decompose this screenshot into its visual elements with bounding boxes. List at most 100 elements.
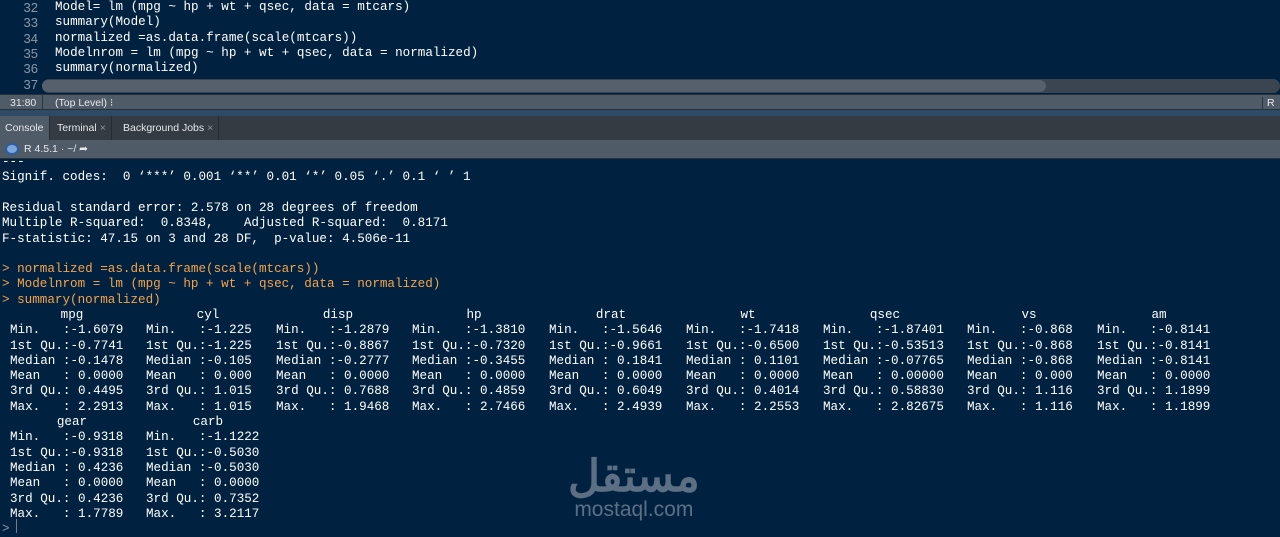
summary-stat: Median :-0.105 (146, 353, 252, 368)
console-output[interactable]: --- Signif. codes: 0 ‘***’ 0.001 ‘**’ 0.0… (0, 155, 1280, 536)
summary-stat: Median :-0.2777 (276, 353, 390, 368)
summary-stat: Max. : 1.015 (146, 399, 252, 414)
code-text: normalized =as.data.frame(scale(mtcars)) (55, 30, 358, 45)
summary-stat: Mean : 0.0000 (10, 476, 124, 491)
line-number: 34 (23, 30, 38, 46)
column-header: am (1151, 308, 1167, 322)
editor-line: 36 summary(normalized) (0, 61, 1280, 76)
working-directory-link[interactable]: · ~/ ➦ (60, 143, 88, 155)
console-toolbar: R 4.5.1 · ~/ ➦ (0, 140, 1280, 159)
summary-stat: Min. :-0.8141 (1097, 323, 1211, 338)
summary-stat: Mean : 0.0000 (1097, 369, 1211, 384)
summary-stat: Min. :-1.3810 (412, 323, 526, 338)
column-header: disp (322, 308, 354, 322)
tab-console[interactable]: Console (0, 116, 50, 140)
summary-stat: Max. : 2.7466 (412, 399, 526, 414)
summary-stat: Median : 0.4236 (10, 460, 124, 475)
summary-stat: Median :-0.3455 (412, 353, 526, 368)
source-editor[interactable]: 32 Model= lm (mpg ~ hp + wt + qsec, data … (0, 0, 1280, 94)
summary-column-vs: vs Min. :-0.868 1st Qu.:-0.868 Median :-0.8… (967, 308, 1099, 415)
code-text: Modelnrom = lm (mpg ~ hp + wt + qsec, da… (55, 45, 479, 60)
summary-stat: Median :-0.5030 (146, 460, 260, 475)
editor-line: 33 summary(Model) (0, 15, 1280, 30)
line-number: 37 (23, 76, 38, 92)
command-line: > Modelnrom = lm (mpg ~ hp + wt + qsec, … (2, 277, 441, 292)
summary-stat: Median : 0.1101 (686, 353, 800, 368)
summary-stat: 1st Qu.:-0.7320 (412, 338, 526, 353)
summary-stat: 3rd Qu.: 1.1899 (1097, 384, 1211, 399)
code-text: summary(Model) (55, 15, 161, 30)
code-text: summary(normalized) (55, 61, 199, 76)
summary-stat: Min. :-1.6079 (10, 323, 124, 338)
summary-stat: Max. : 2.2553 (686, 399, 800, 414)
tab-background-jobs[interactable]: Background Jobs × (118, 116, 220, 140)
horizontal-scrollbar[interactable] (42, 79, 1280, 93)
column-header: vs (1021, 308, 1037, 322)
summary-stat: Min. :-1.87401 (823, 323, 944, 338)
code-text: Model= lm (mpg ~ hp + wt + qsec, data = … (55, 0, 411, 14)
text-cursor (16, 519, 17, 533)
summary-stat: Max. : 3.2117 (146, 506, 260, 521)
line-number: 32 (23, 0, 38, 15)
summary-stat: Median :-0.1478 (10, 353, 124, 368)
pane-splitter[interactable] (0, 110, 1280, 116)
output-line: Residual standard error: 2.578 on 28 deg… (2, 200, 418, 215)
summary-stat: Max. : 1.7789 (10, 506, 124, 521)
summary-stat: Mean : 0.000 (146, 369, 252, 384)
r-version-label[interactable]: R 4.5.1 · ~/ ➦ (24, 143, 88, 155)
summary-stat: Max. : 2.82675 (823, 399, 944, 414)
command-line: > normalized =as.data.frame(scale(mtcars… (2, 262, 320, 277)
tab-label: Console (5, 122, 44, 134)
line-number: 36 (23, 61, 38, 77)
tab-terminal[interactable]: Terminal × (52, 116, 112, 140)
summary-stat: Max. : 1.1899 (1097, 399, 1211, 414)
summary-stat: 1st Qu.:-0.53513 (823, 338, 944, 353)
summary-stat: Min. :-1.5646 (549, 323, 663, 338)
summary-column-cyl: cyl Min. :-1.225 1st Qu.:-1.225 Median :-0.… (146, 308, 278, 415)
summary-stat: Min. :-1.1222 (146, 430, 260, 445)
close-icon[interactable]: × (99, 122, 106, 134)
summary-stat: Min. :-1.2879 (276, 323, 390, 338)
column-header: wt (740, 308, 756, 322)
summary-stat: 1st Qu.:-0.7741 (10, 338, 124, 353)
summary-column-drat: drat Min. :-1.5646 1st Qu.:-0.9661 Median :… (549, 308, 681, 415)
summary-stat: Mean : 0.0000 (549, 369, 663, 384)
summary-stat: 1st Qu.:-1.225 (146, 338, 252, 353)
summary-stat: 1st Qu.:-0.868 (967, 338, 1073, 353)
summary-stat: 1st Qu.:-0.8867 (276, 338, 390, 353)
tab-label: Terminal (57, 122, 97, 134)
editor-line: 35 Modelnrom = lm (mpg ~ hp + wt + qsec, … (0, 46, 1280, 61)
line-number: 33 (23, 15, 38, 31)
summary-stat: Median :-0.07765 (823, 353, 944, 368)
output-line: Multiple R-squared: 0.8348, Adjusted R-s… (2, 216, 456, 231)
summary-stat: Mean : 0.0000 (412, 369, 526, 384)
column-header: cyl (196, 308, 220, 322)
editor-line: 34 normalized =as.data.frame(scale(mtcars… (0, 31, 1280, 46)
column-header: drat (595, 308, 627, 322)
output-line: F-statistic: 47.15 on 3 and 28 DF, p-val… (2, 231, 411, 246)
summary-column-gear: gear Min. :-0.9318 1st Qu.:-0.9318 Median :… (10, 415, 142, 522)
close-icon[interactable]: × (207, 122, 214, 134)
scope-selector[interactable]: (Top Level) ⁝ (55, 97, 114, 109)
summary-stat: 3rd Qu.: 0.6049 (549, 384, 663, 399)
summary-stat: 1st Qu.:-0.9318 (10, 445, 124, 460)
summary-stat: Max. : 1.116 (967, 399, 1073, 414)
summary-column-qsec: qsec Min. :-1.87401 1st Qu.:-0.53513 Median… (823, 308, 955, 415)
summary-stat: 3rd Qu.: 0.7352 (146, 491, 260, 506)
summary-column-carb: carb Min. :-1.1222 1st Qu.:-0.5030 Median :… (146, 415, 278, 522)
column-header: gear (56, 415, 88, 430)
r-logo-icon[interactable] (5, 143, 19, 155)
summary-stat: 3rd Qu.: 0.4014 (686, 384, 800, 399)
scrollbar-thumb[interactable] (42, 80, 1046, 92)
column-header: mpg (60, 308, 84, 322)
summary-stat: Median :-0.868 (967, 353, 1073, 368)
summary-stat: 3rd Qu.: 1.015 (146, 384, 252, 399)
mostaql-watermark-logo: مستقل mostaql.com (568, 452, 700, 521)
summary-stat: Min. :-0.868 (967, 323, 1073, 338)
column-header: hp (466, 308, 482, 322)
summary-stat: Mean : 0.00000 (823, 369, 944, 384)
summary-stat: 1st Qu.:-0.5030 (146, 445, 260, 460)
summary-stat: 3rd Qu.: 1.116 (967, 384, 1073, 399)
summary-stat: Median :-0.8141 (1097, 353, 1211, 368)
summary-stat: 3rd Qu.: 0.4859 (412, 384, 526, 399)
